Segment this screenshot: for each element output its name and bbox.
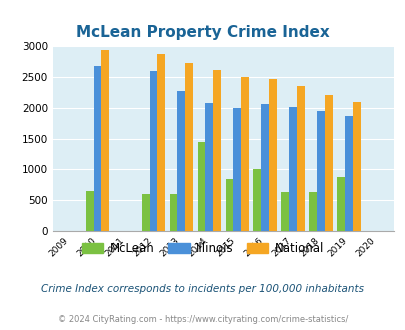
Bar [185,63,193,231]
Bar [197,142,205,231]
Bar [225,179,233,231]
Bar [324,95,332,231]
Bar [85,191,94,231]
Bar [94,66,101,231]
Bar [241,77,248,231]
Bar [296,85,304,231]
Bar [261,104,269,231]
Bar [288,107,296,231]
Bar [309,192,316,231]
Text: © 2024 CityRating.com - https://www.cityrating.com/crime-statistics/: © 2024 CityRating.com - https://www.city… [58,315,347,324]
Bar [253,169,261,231]
Bar [269,79,276,231]
Bar [141,194,149,231]
Bar [101,50,109,231]
Bar [233,108,241,231]
Bar [205,103,213,231]
Bar [281,192,288,231]
Bar [337,178,344,231]
Bar [157,54,165,231]
Bar [169,194,177,231]
Text: Crime Index corresponds to incidents per 100,000 inhabitants: Crime Index corresponds to incidents per… [41,284,364,294]
Bar [316,112,324,231]
Legend: McLean, Illinois, National: McLean, Illinois, National [77,237,328,260]
Bar [213,70,220,231]
Text: McLean Property Crime Index: McLean Property Crime Index [76,25,329,40]
Bar [177,90,185,231]
Bar [352,102,360,231]
Bar [149,72,157,231]
Bar [344,116,352,231]
